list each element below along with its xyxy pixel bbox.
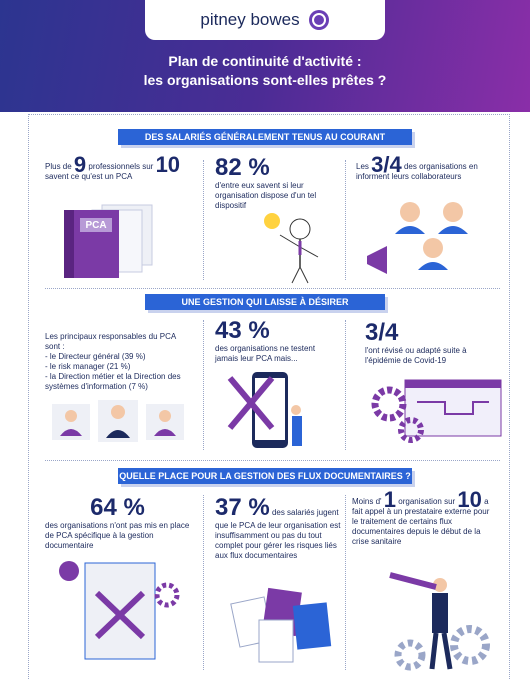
text: organisation sur [398,497,456,506]
stat: 82 % [215,154,270,181]
stat: 9 [73,152,87,177]
binder-label: PCA [85,220,106,231]
text: d'entre eux savent si leur organisation … [215,181,317,210]
title-line: Plan de continuité d'activité : [168,53,362,69]
document-cross-icon [59,561,180,660]
cell: 64 % des organisations n'ont pas mis en … [45,495,190,551]
stat: 64 % [90,494,145,521]
logo: pitney bowes [145,0,385,40]
text: des organisations en informent leurs col… [356,162,478,181]
list-item: - le Directeur général (39 %) [45,352,146,361]
title: Plan de continuité d'activité : les orga… [0,52,530,90]
binder-icon: PCA [64,204,153,278]
title-line: les organisations sont-elles prêtes ? [143,72,387,88]
cell: Moins d' 1 organisation sur 10 a fait ap… [352,489,497,547]
text: l'ont révisé ou adapté suite à l'épidémi… [365,346,467,365]
text: des organisations ne testent jamais leur… [215,344,316,363]
text: des organisations n'ont pas mis en place… [45,521,190,550]
stat: 43 % [215,317,270,344]
frame [28,114,510,679]
text: Les [356,162,369,171]
papers-icon [230,587,332,663]
text: Les principaux responsables du PCA sont … [45,332,176,351]
divider [345,320,346,450]
cell: 82 % d'entre eux savent si leur organisa… [215,155,340,211]
team-icon [367,202,468,274]
managers-icon [52,400,184,442]
phone-icon [227,372,302,448]
cell: Plus de 9 professionnels sur 10 savent c… [45,154,190,182]
logo-mark [308,10,329,30]
text: a fait appel à un prestataire externe po… [352,497,490,546]
divider [45,460,500,461]
divider [45,288,500,289]
divider [203,160,204,280]
text: savent ce qu'est un PCA [45,172,133,181]
section-heading: QUELLE PLACE POUR LA GESTION DES FLUX DO… [118,468,412,484]
text: Plus de [45,162,72,171]
cell: 43 % des organisations ne testent jamais… [215,318,340,364]
list-item: - le risk manager (21 %) [45,362,131,371]
section-heading: DES SALARIÉS GÉNÉRALEMENT TENUS AU COURA… [118,129,412,145]
telescope-icon [389,572,490,671]
text: professionnels sur [88,162,154,171]
divider [345,495,346,670]
cell: 3/4 l'ont révisé ou adapté suite à l'épi… [365,320,495,366]
stat: 3/4 [365,319,399,346]
divider [345,160,346,280]
stat: 37 % [215,494,270,521]
list-item: - la Direction métier et la Direction de… [45,372,181,391]
stat: 10 [155,152,181,177]
logo-text: pitney bowes [200,10,300,29]
cell: Les 3/4 des organisations en informent l… [356,154,506,182]
section-heading: UNE GESTION QUI LAISSE À DÉSIRER [145,294,385,310]
person-icon [264,213,319,284]
stat: 1 [383,487,397,512]
divider [203,495,204,670]
cell: Les principaux responsables du PCA sont … [45,332,185,392]
cell: 37 % des salariés jugent que le PCA de l… [215,495,343,561]
text: Moins d' [352,497,382,506]
stat: 10 [457,487,482,512]
gears-icon [371,379,502,443]
stat: 3/4 [371,152,402,177]
divider [203,320,204,450]
text: des salariés jugent que le PCA de leur o… [215,508,341,560]
